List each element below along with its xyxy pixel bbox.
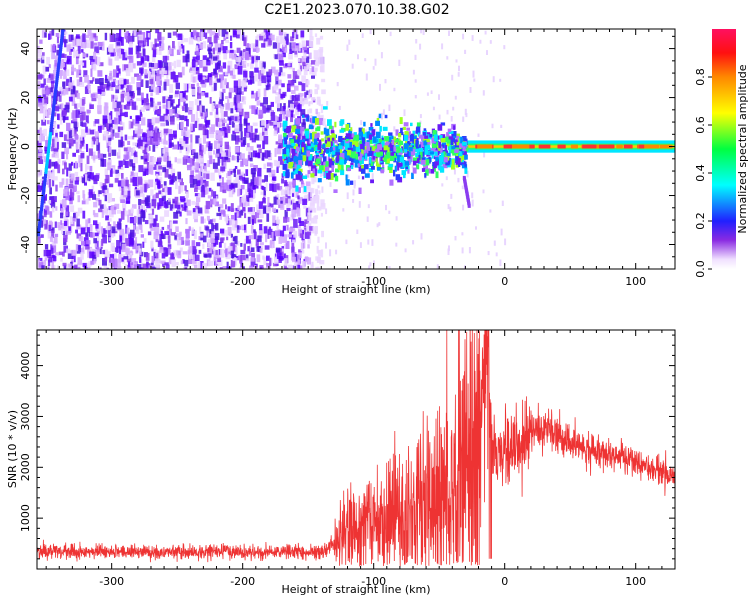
spectrogram-x-tick: 100 <box>625 275 646 288</box>
snr-frame <box>36 329 676 570</box>
snr-x-tick: -200 <box>230 575 255 588</box>
snr-x-tick: -100 <box>361 575 386 588</box>
colorbar-label: Normalized spectral amplitude <box>736 64 749 233</box>
spectrogram-y-label: Frequency (Hz) <box>6 108 19 191</box>
colorbar-tick: 0.8 <box>694 68 707 86</box>
spectrogram-x-tick: -300 <box>99 275 124 288</box>
snr-series-line <box>37 330 675 567</box>
snr-plot-area <box>37 330 675 567</box>
snr-y-label: SNR (10 * v/v) <box>6 410 19 488</box>
chart-title: C2E1.2023.070.10.38.G02 <box>264 2 449 18</box>
spectrogram-x-tick: 0 <box>501 275 508 288</box>
spectrogram-plot-area <box>37 29 675 269</box>
spectrogram-y-tick: 0 <box>19 143 32 150</box>
colorbar-tick: 0.0 <box>694 260 707 278</box>
snr-panel: -300 -200 -100 0 100 1000 2000 3000 4000 Height … <box>6 329 676 596</box>
spectrogram-x-tick: -100 <box>361 275 386 288</box>
spectrogram-y-tick: -20 <box>19 187 32 205</box>
spectrogram-frame <box>36 28 676 270</box>
snr-x-label: Height of straight line (km) <box>281 583 430 596</box>
spectrogram-y-tick: -40 <box>19 236 32 254</box>
spectrogram-x-label: Height of straight line (km) <box>281 283 430 296</box>
snr-x-tick: 100 <box>625 575 646 588</box>
snr-y-tick: 1000 <box>19 504 32 532</box>
colorbar-gradient <box>712 29 736 269</box>
colorbar-tick: 0.4 <box>694 164 707 182</box>
snr-y-tick: 2000 <box>19 453 32 481</box>
snr-axes: -300 -200 -100 0 100 1000 2000 3000 4000 <box>19 330 676 588</box>
spectrogram-cells <box>37 29 675 269</box>
colorbar-tick: 0.6 <box>694 116 707 134</box>
colorbar-tick: 0.2 <box>694 212 707 230</box>
snr-x-tick: -300 <box>99 575 124 588</box>
spectrogram-y-tick: 40 <box>19 42 32 56</box>
snr-x-tick: 0 <box>501 575 508 588</box>
spectrogram-x-tick: -200 <box>230 275 255 288</box>
spectrogram-y-tick: 20 <box>19 91 32 105</box>
snr-y-tick: 4000 <box>19 352 32 380</box>
colorbar: 0.0 0.2 0.4 0.6 0.8 Normalized spectral ampl… <box>694 29 749 278</box>
snr-y-tick: 3000 <box>19 402 32 430</box>
colorbar-ticks: 0.0 0.2 0.4 0.6 0.8 <box>694 68 712 278</box>
